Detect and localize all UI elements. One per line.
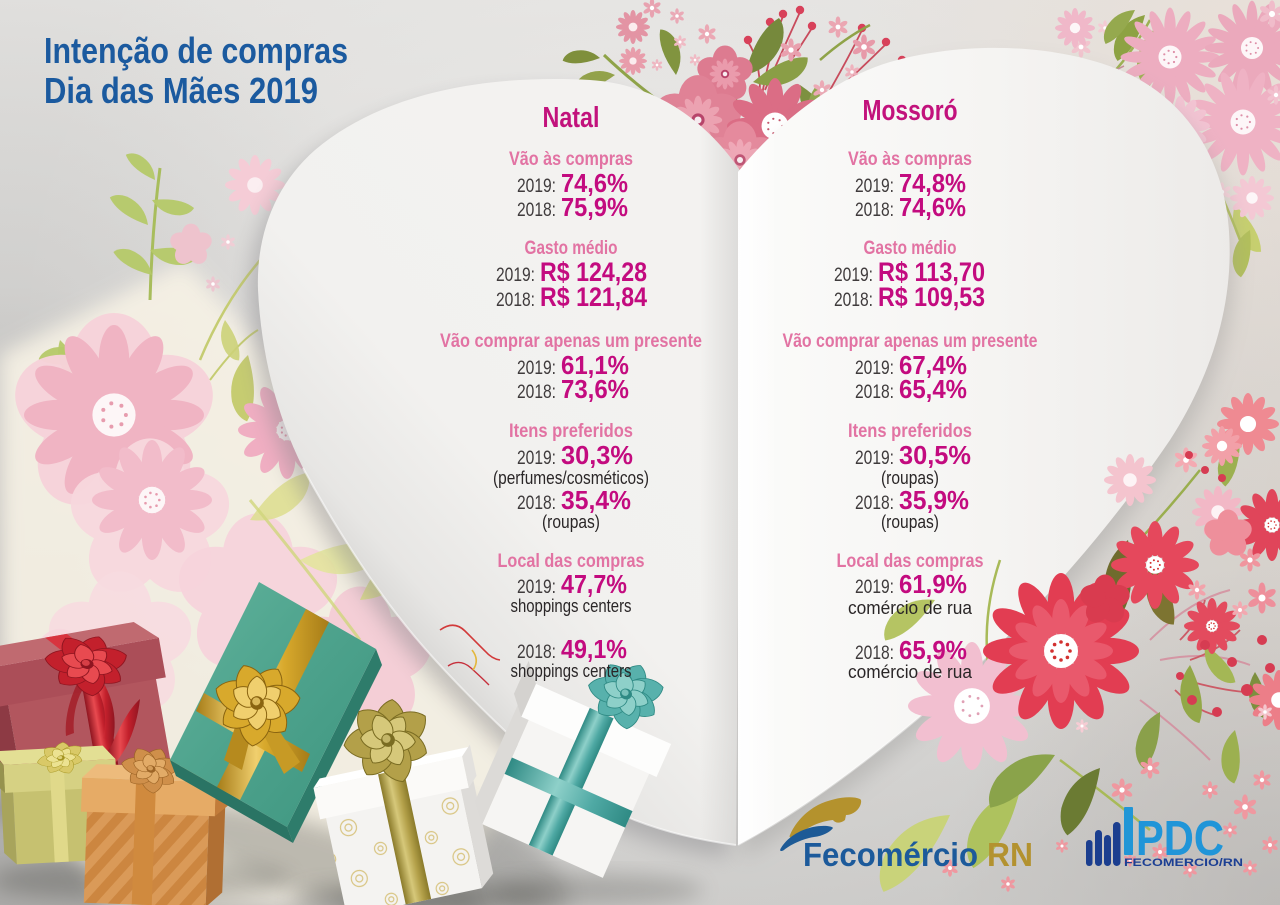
svg-text:Local das compras: Local das compras: [837, 551, 984, 572]
svg-text:Natal: Natal: [543, 102, 600, 134]
svg-text:2018:: 2018:: [496, 290, 535, 311]
svg-text:Vão às compras: Vão às compras: [848, 149, 972, 170]
svg-text:Gasto médio: Gasto médio: [525, 238, 618, 259]
svg-text:Fecomércio: Fecomércio: [803, 836, 978, 873]
svg-text:(roupas): (roupas): [881, 512, 939, 532]
svg-text:35,9%: 35,9%: [899, 485, 969, 515]
svg-text:2019:: 2019:: [517, 448, 556, 469]
svg-text:Gasto médio: Gasto médio: [864, 238, 957, 259]
svg-text:2018:: 2018:: [834, 290, 873, 311]
svg-text:30,3%: 30,3%: [561, 440, 633, 470]
svg-text:shoppings centers: shoppings centers: [511, 596, 632, 616]
svg-text:74,6%: 74,6%: [899, 192, 966, 222]
svg-text:comércio de rua: comércio de rua: [848, 598, 973, 618]
svg-text:Vão comprar apenas um presente: Vão comprar apenas um presente: [783, 331, 1038, 352]
svg-text:2018:: 2018:: [855, 200, 894, 221]
svg-text:49,1%: 49,1%: [561, 634, 627, 664]
svg-text:2019:: 2019:: [855, 448, 894, 469]
svg-text:R$ 113,70: R$ 113,70: [878, 257, 985, 287]
svg-text:(perfumes/cosméticos): (perfumes/cosméticos): [493, 468, 649, 488]
svg-text:R$ 121,84: R$ 121,84: [540, 282, 647, 312]
svg-text:2018:: 2018:: [517, 382, 556, 403]
svg-text:2019:: 2019:: [855, 176, 894, 197]
svg-text:(roupas): (roupas): [881, 468, 939, 488]
svg-text:2019:: 2019:: [855, 577, 894, 598]
svg-text:Dia das Mães 2019: Dia das Mães 2019: [44, 70, 318, 111]
svg-text:2019:: 2019:: [855, 358, 894, 379]
svg-text:2019:: 2019:: [517, 577, 556, 598]
svg-text:61,9%: 61,9%: [899, 569, 967, 599]
svg-text:74,8%: 74,8%: [899, 168, 966, 198]
svg-text:(roupas): (roupas): [542, 512, 600, 532]
svg-text:65,4%: 65,4%: [899, 374, 967, 404]
svg-text:2019:: 2019:: [517, 176, 556, 197]
svg-text:Vão às compras: Vão às compras: [509, 149, 633, 170]
svg-text:R$ 124,28: R$ 124,28: [540, 257, 647, 287]
svg-text:PDC: PDC: [1136, 812, 1224, 866]
svg-text:2018:: 2018:: [855, 643, 894, 664]
svg-text:R$ 109,53: R$ 109,53: [878, 282, 985, 312]
svg-text:shoppings centers: shoppings centers: [511, 661, 632, 681]
svg-text:65,9%: 65,9%: [899, 635, 967, 665]
svg-text:RN: RN: [987, 836, 1033, 873]
svg-text:2019:: 2019:: [834, 265, 873, 286]
svg-text:Itens preferidos: Itens preferidos: [509, 421, 633, 442]
svg-text:35,4%: 35,4%: [561, 485, 631, 515]
svg-text:73,6%: 73,6%: [561, 374, 629, 404]
svg-text:comércio de rua: comércio de rua: [848, 662, 973, 682]
svg-text:2018:: 2018:: [855, 382, 894, 403]
svg-text:FECOMERCIO/RN: FECOMERCIO/RN: [1124, 857, 1243, 869]
svg-text:Itens preferidos: Itens preferidos: [848, 421, 972, 442]
svg-text:Local das compras: Local das compras: [498, 551, 645, 572]
svg-text:67,4%: 67,4%: [899, 350, 967, 380]
svg-text:2019:: 2019:: [517, 358, 556, 379]
svg-text:61,1%: 61,1%: [561, 350, 629, 380]
svg-text:Mossoró: Mossoró: [863, 95, 958, 127]
svg-text:75,9%: 75,9%: [561, 192, 628, 222]
svg-text:2018:: 2018:: [517, 642, 556, 663]
svg-text:Vão comprar apenas um presente: Vão comprar apenas um presente: [440, 331, 702, 352]
svg-text:30,5%: 30,5%: [899, 440, 971, 470]
svg-text:2018:: 2018:: [517, 493, 556, 514]
svg-text:74,6%: 74,6%: [561, 168, 628, 198]
svg-text:2018:: 2018:: [517, 200, 556, 221]
svg-text:47,7%: 47,7%: [561, 569, 627, 599]
svg-text:2018:: 2018:: [855, 493, 894, 514]
svg-text:2019:: 2019:: [496, 265, 535, 286]
svg-text:Intenção de compras: Intenção de compras: [44, 30, 348, 71]
